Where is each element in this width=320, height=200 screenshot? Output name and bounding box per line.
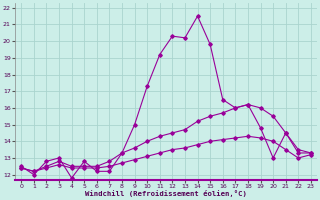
- X-axis label: Windchill (Refroidissement éolien,°C): Windchill (Refroidissement éolien,°C): [85, 190, 247, 197]
